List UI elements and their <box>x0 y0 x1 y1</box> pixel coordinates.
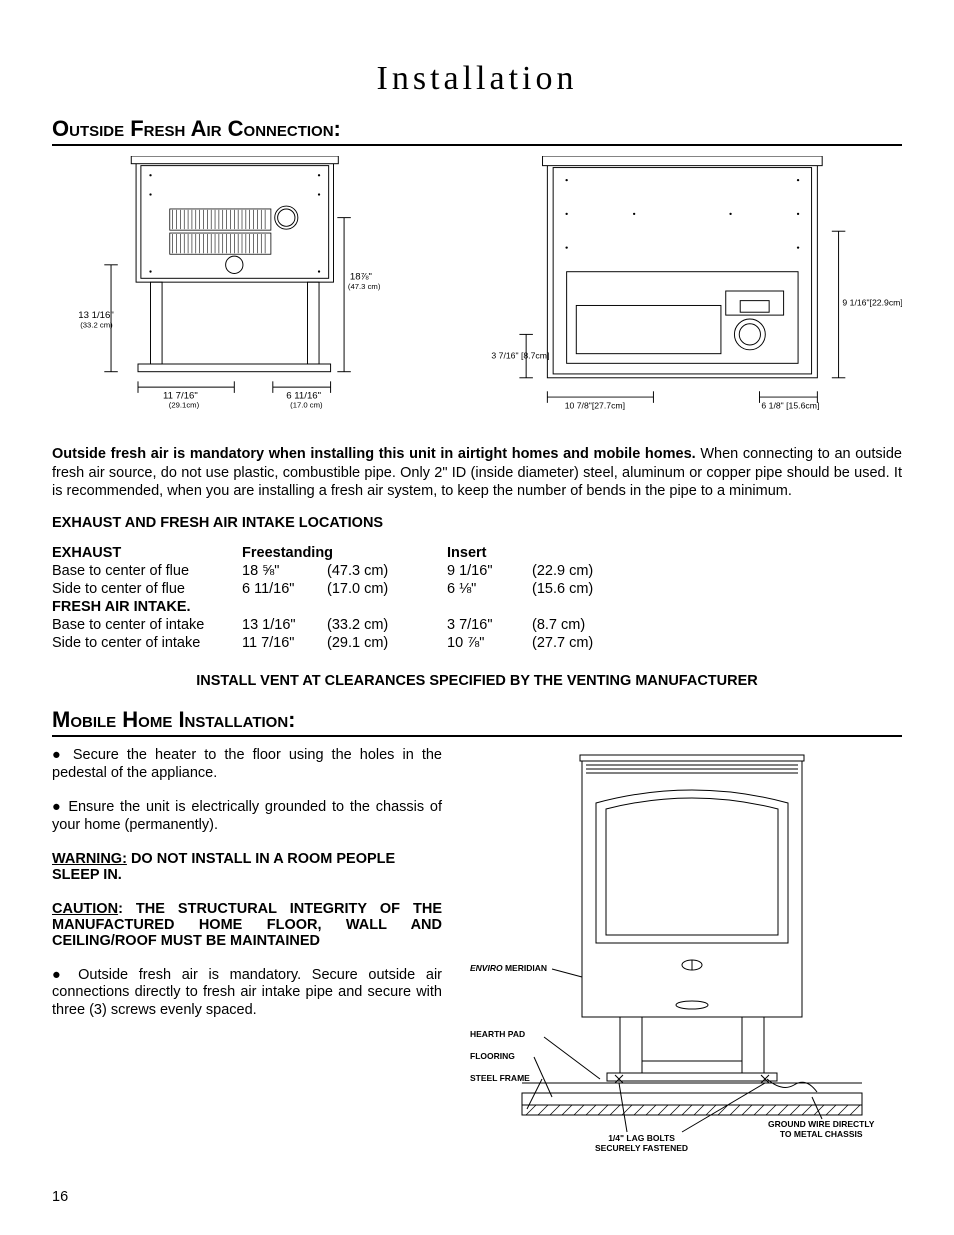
page-number: 16 <box>52 1189 68 1205</box>
col-intake: FRESH AIR INTAKE. <box>52 599 652 617</box>
bullet-2: ● Ensure the unit is electrically ground… <box>52 799 442 835</box>
diagram-row: 18⅞" (47.3 cm) 13 1/16" (33.2 cm) 11 7/1… <box>52 156 902 431</box>
table-row: Base to center of intake 13 1/16" (33.2 … <box>52 617 652 635</box>
fresh-air-bold: Outside fresh air is mandatory when inst… <box>52 446 696 462</box>
table-row: Side to center of intake 11 7/16" (29.1 … <box>52 635 652 653</box>
label-ground-wire: GROUND WIRE DIRECTLYTO METAL CHASSIS <box>768 1119 874 1139</box>
label-steel-frame: STEEL FRAME <box>470 1073 530 1083</box>
table-row: Base to center of flue 18 ⅝" (47.3 cm) 9… <box>52 563 652 581</box>
mobile-text-column: ● Secure the heater to the floor using t… <box>52 747 442 1037</box>
label-hearth-pad: HEARTH PAD <box>470 1029 525 1039</box>
page-title: Installation <box>52 60 902 98</box>
d1-left: 13 1/16" <box>78 310 113 321</box>
d2-bota: 10 7/8"[27.7cm] <box>565 401 625 411</box>
d2-botb: 6 1/8" [15.6cm] <box>761 401 819 411</box>
label-lag-bolts: 1/4" LAG BOLTSSECURELY FASTENED <box>595 1133 688 1153</box>
bullet-1: ● Secure the heater to the floor using t… <box>52 747 442 783</box>
vent-note: INSTALL VENT AT CLEARANCES SPECIFIED BY … <box>52 673 902 689</box>
d1-bota-cm: (29.1cm) <box>169 400 200 409</box>
d1-botb-cm: (17.0 cm) <box>290 400 323 409</box>
bullet-3: ● Outside fresh air is mandatory. Secure… <box>52 967 442 1021</box>
locations-table: EXHAUST Freestanding Insert Base to cent… <box>52 545 652 653</box>
d1-right-cm: (47.3 cm) <box>348 282 381 291</box>
d1-left-cm: (33.2 cm) <box>80 320 113 329</box>
col-freestanding: Freestanding <box>242 545 447 563</box>
diagram-freestanding: 18⅞" (47.3 cm) 13 1/16" (33.2 cm) 11 7/1… <box>52 156 442 431</box>
warning-label: WARNING: <box>52 851 127 867</box>
section-heading-mobile-home: Mobile Home Installation: <box>52 707 902 737</box>
d2-left: 3 7/16" [8.7cm] <box>491 351 549 361</box>
label-enviro-meridian: ENVIRO MERIDIAN <box>470 963 547 973</box>
table-title: EXHAUST AND FRESH AIR INTAKE LOCATIONS <box>52 515 902 531</box>
d1-right: 18⅞" <box>350 271 372 282</box>
warning-block: WARNING: DO NOT INSTALL IN A ROOM PEOPLE… <box>52 851 442 883</box>
label-flooring: FLOORING <box>470 1051 515 1061</box>
fresh-air-paragraph: Outside fresh air is mandatory when inst… <box>52 445 902 501</box>
col-insert: Insert <box>447 545 652 563</box>
table-row: Side to center of flue 6 11/16" (17.0 cm… <box>52 581 652 599</box>
d2-right: 9 1/16"[22.9cm] <box>842 297 902 307</box>
caution-block: CAUTION: THE STRUCTURAL INTEGRITY OF THE… <box>52 901 442 949</box>
section-heading-fresh-air: Outside Fresh Air Connection: <box>52 116 902 146</box>
col-exhaust: EXHAUST <box>52 545 242 563</box>
caution-label: CAUTION <box>52 901 118 917</box>
mobile-home-diagram: ENVIRO MERIDIAN HEARTH PAD FLOORING STEE… <box>470 747 902 1167</box>
diagram-insert: 3 7/16" [8.7cm] 10 7/8"[27.7cm] 6 1/8" [… <box>482 156 902 431</box>
